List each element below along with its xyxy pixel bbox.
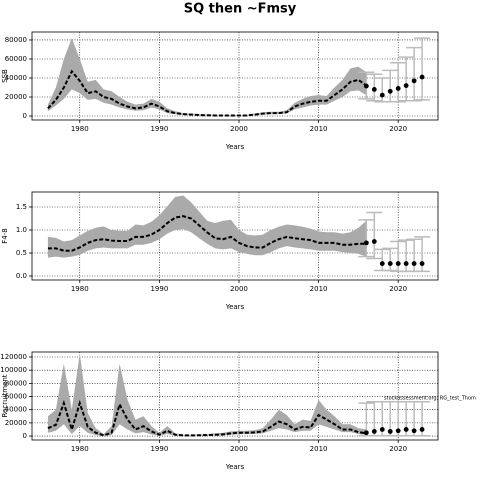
y-tick-label: 20000 [5,93,27,101]
panel: 1980 1990 2000 2010 2020 0 20000 40000 60000 8000… [0,351,476,471]
projection-point [371,239,377,244]
x-tick-label: 2010 [310,445,328,453]
x-tick-label: 2000 [230,445,248,453]
x-tick-label: 2020 [389,125,407,133]
projection-point [419,74,425,80]
y-tick-label: 0.0 [16,272,27,280]
projection-point [387,88,393,94]
projection-point [411,261,417,266]
x-axis-label: Years [225,463,245,471]
projection-point [379,92,385,98]
x-tick-label: 1990 [150,445,168,453]
y-tick-label: 80000 [5,379,27,387]
x-tick-label: 2010 [310,285,328,293]
y-tick-label: 100000 [0,366,27,374]
y-tick-label: 60000 [5,55,27,63]
x-tick-label: 2000 [230,125,248,133]
y-tick-label: 40000 [5,406,27,414]
x-tick-label: 1980 [71,285,89,293]
x-tick-label: 2020 [389,445,407,453]
estimate-line [47,215,367,252]
projection-point [371,86,377,92]
y-tick-label: 0.5 [16,249,27,257]
y-tick-label: 80000 [5,36,27,44]
x-tick-label: 1990 [150,125,168,133]
confidence-band [47,353,367,436]
y-tick-label: 120000 [0,353,27,361]
axes-frame [31,351,439,441]
x-tick-label: 1990 [150,285,168,293]
x-tick-label: 1980 [71,125,89,133]
projection-point [379,261,385,266]
projection-point [411,78,417,84]
x-axis-label: Years [225,303,245,311]
y-axis-label: Recruitment [1,374,9,417]
x-axis-label: Years [225,143,245,151]
y-tick-label: 0 [23,112,27,120]
estimate-line [47,69,367,117]
projection-point [395,428,401,434]
y-tick-label: 60000 [5,393,27,401]
estimate-line [47,399,367,437]
panel: 1980 1990 2000 2010 2020 0 20000 40000 60000 8000… [1,31,439,151]
projection-point [411,428,417,434]
projection-point [395,86,401,91]
projection-point [363,240,369,246]
y-tick-label: 0 [23,432,27,440]
x-tick-label: 2020 [389,285,407,293]
projection-point [419,427,425,432]
x-tick-label: 2000 [230,285,248,293]
projection-point [387,429,393,434]
y-tick-label: 1.5 [16,203,27,211]
confidence-band [47,195,367,258]
projection-point [395,261,401,266]
axes-frame [31,191,439,281]
y-tick-label: 20000 [5,419,27,427]
projection-point [363,430,369,436]
projection-point [419,261,425,266]
panel: 1980 1990 2000 2010 2020 0.0 0.5 1.0 1.5 Years F4-… [1,191,439,311]
y-axis-label: F4-8 [1,228,9,243]
projection-point [363,83,369,89]
x-tick-label: 1980 [71,445,89,453]
projection-point [387,261,393,266]
y-axis-label: SSB [1,69,9,83]
y-tick-label: 40000 [5,74,27,82]
axes-frame [31,31,439,121]
y-tick-label: 1.0 [16,226,27,234]
x-tick-label: 2010 [310,125,328,133]
projection-point [403,261,409,266]
projection-point [403,83,409,88]
projection-point [371,429,377,434]
projection-point [403,427,409,432]
figure-title: SQ then ~Fmsy [184,2,297,17]
annotation: stockassessment.org, RG_test_Thom [384,396,476,402]
projection-point [379,427,385,432]
